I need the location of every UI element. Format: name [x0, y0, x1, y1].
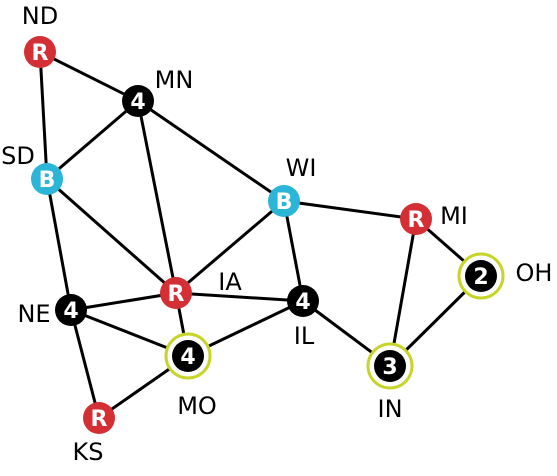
edge-nd-sd: [38, 51, 49, 180]
node-il: 4 IL: [287, 285, 319, 350]
node-value: 4: [63, 299, 78, 324]
node-circle: [160, 277, 192, 309]
edge-sd-ia: [46, 177, 177, 295]
node-label: WI: [286, 154, 317, 182]
node-value: 4: [295, 290, 310, 315]
node-value: R: [91, 407, 108, 432]
node-value: R: [168, 282, 185, 307]
node-label: IL: [294, 322, 315, 350]
node-label: ND: [22, 2, 58, 30]
node-label: NE: [17, 300, 50, 328]
node-mo: 4 MO: [164, 332, 217, 420]
node-value: 3: [382, 355, 397, 380]
node-label: OH: [516, 259, 553, 287]
node-label: MI: [440, 202, 468, 230]
edge-ia-ne: [70, 291, 177, 312]
node-nd: R ND: [22, 2, 58, 68]
node-circle: [268, 185, 300, 217]
node-circle: [287, 285, 319, 317]
node-value: B: [39, 168, 56, 193]
edge-sd-ne: [45, 178, 73, 311]
edge-mn-ia: [136, 100, 178, 294]
node-ne: 4 NE: [17, 294, 87, 328]
node-value: 4: [130, 90, 145, 115]
node-ia: R IA: [160, 268, 242, 309]
node-sd: BSD: [1, 142, 63, 195]
node-mi: R MI: [400, 202, 468, 235]
node-label: KS: [73, 438, 104, 466]
node-circle: [465, 260, 497, 292]
edge-mi-in: [388, 218, 418, 367]
node-value: R: [32, 41, 49, 66]
edge-nd-mn: [39, 50, 139, 103]
node-value: 2: [473, 265, 488, 290]
node-wi: B WI: [268, 154, 316, 217]
node-mn: 4 MN: [122, 66, 193, 117]
edge-wi-mi: [283, 199, 417, 221]
edge-wi-il: [282, 200, 305, 302]
edge-wi-ia: [175, 199, 285, 295]
edge-mn-wi: [137, 99, 285, 203]
node-oh: 2 OH: [457, 252, 553, 300]
node-circle: [374, 350, 406, 382]
node-label: MN: [155, 66, 194, 94]
node-circle: [24, 36, 56, 68]
node-label: IN: [377, 395, 402, 423]
node-in: 3 IN: [366, 342, 414, 423]
node-circle: [400, 203, 432, 235]
node-circle: [122, 85, 154, 117]
edge-ne-ks: [69, 309, 101, 419]
edge-ia-il: [175, 291, 304, 303]
node-label: IA: [218, 268, 242, 296]
node-ks: R KS: [73, 402, 115, 466]
node-label: MO: [177, 392, 217, 420]
node-value: R: [408, 208, 425, 233]
edges-layer: [38, 50, 483, 420]
node-circle: [31, 163, 63, 195]
node-value: B: [276, 190, 293, 215]
node-circle: [55, 294, 87, 326]
node-value: 4: [180, 345, 195, 370]
node-label: SD: [1, 142, 35, 170]
edge-mn-sd: [46, 99, 139, 181]
node-circle: [83, 402, 115, 434]
node-circle: [172, 340, 204, 372]
